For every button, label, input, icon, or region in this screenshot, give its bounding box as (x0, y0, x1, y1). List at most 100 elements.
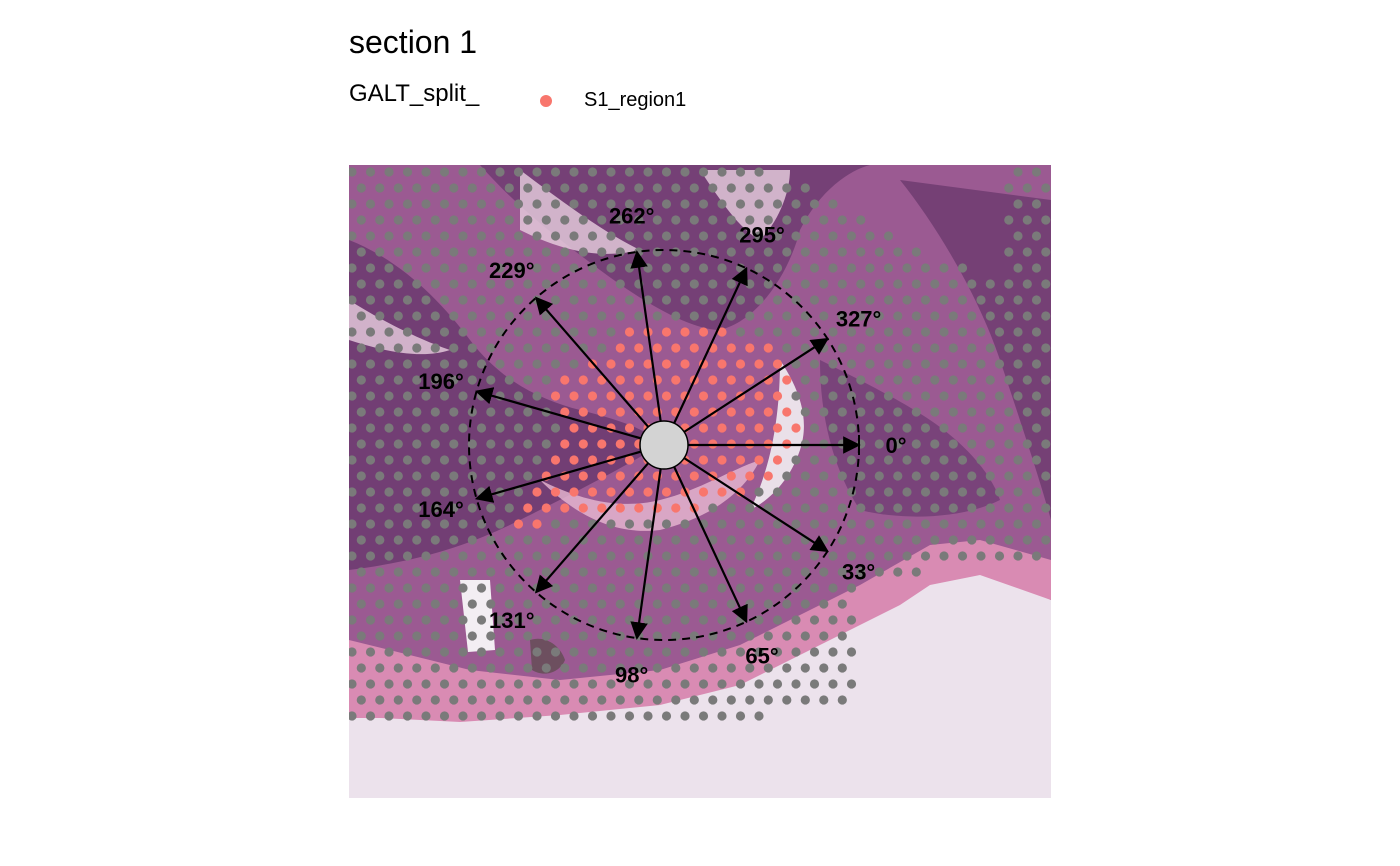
background-spot (402, 231, 413, 241)
highlighted-spot (624, 423, 635, 433)
background-spot (615, 247, 625, 257)
background-spot (476, 295, 487, 305)
highlighted-spot (698, 327, 709, 337)
background-spot (680, 711, 690, 721)
background-spot (550, 711, 561, 721)
background-spot (624, 199, 635, 209)
background-spot (550, 359, 561, 369)
background-spot (560, 311, 570, 321)
background-spot (930, 439, 940, 449)
highlighted-spot (569, 423, 579, 433)
background-spot (1004, 343, 1014, 353)
background-spot (726, 631, 736, 641)
background-spot (421, 327, 431, 337)
background-spot (726, 695, 736, 705)
background-spot (449, 599, 459, 609)
background-spot (726, 599, 736, 609)
background-spot (1041, 439, 1051, 449)
background-spot (976, 327, 986, 337)
background-spot (1013, 487, 1023, 497)
background-spot (698, 263, 709, 273)
background-spot (883, 391, 894, 401)
background-spot (393, 695, 403, 705)
background-spot (384, 615, 394, 625)
background-spot (439, 199, 450, 209)
background-spot (967, 535, 977, 545)
background-spot (809, 583, 820, 593)
background-spot (689, 599, 699, 609)
background-spot (1031, 359, 1042, 369)
background-spot (930, 407, 940, 417)
background-spot (349, 423, 357, 433)
highlighted-spot (745, 343, 755, 353)
background-spot (449, 183, 459, 193)
background-spot (726, 567, 736, 577)
highlighted-spot (560, 439, 570, 449)
highlighted-spot (615, 471, 625, 481)
background-spot (976, 295, 986, 305)
background-spot (624, 231, 635, 241)
background-spot (1022, 279, 1032, 289)
background-spot (698, 583, 709, 593)
background-spot (513, 231, 524, 241)
background-spot (902, 263, 912, 273)
background-spot (763, 663, 773, 673)
background-spot (726, 535, 736, 545)
background-spot (449, 247, 459, 257)
background-spot (541, 695, 551, 705)
background-spot (754, 167, 764, 177)
background-spot (393, 279, 403, 289)
background-spot (476, 167, 487, 177)
background-spot (819, 599, 829, 609)
background-spot (865, 327, 875, 337)
background-spot (624, 167, 635, 177)
background-spot (1022, 343, 1032, 353)
background-spot (763, 311, 773, 321)
background-spot (486, 439, 496, 449)
background-spot (708, 215, 718, 225)
background-spot (837, 663, 847, 673)
background-spot (652, 695, 662, 705)
background-spot (883, 519, 894, 529)
background-spot (643, 711, 653, 721)
background-spot (708, 183, 718, 193)
highlighted-spot (578, 439, 588, 449)
highlighted-spot (698, 423, 709, 433)
background-spot (606, 615, 616, 625)
background-spot (504, 247, 514, 257)
background-spot (957, 551, 968, 561)
background-spot (476, 711, 487, 721)
background-spot (486, 279, 496, 289)
background-spot (911, 247, 921, 257)
background-spot (652, 311, 662, 321)
background-spot (365, 551, 376, 561)
background-spot (634, 663, 644, 673)
background-spot (920, 391, 931, 401)
background-spot (828, 295, 838, 305)
background-spot (939, 327, 949, 337)
background-spot (661, 711, 672, 721)
angle-label-33: 33° (842, 559, 875, 584)
background-spot (439, 679, 450, 689)
background-spot (772, 231, 783, 241)
background-spot (467, 567, 477, 577)
background-spot (615, 279, 625, 289)
background-spot (504, 439, 514, 449)
background-spot (680, 583, 690, 593)
background-spot (513, 167, 524, 177)
highlighted-spot (643, 391, 653, 401)
background-spot (652, 599, 662, 609)
background-spot (893, 535, 903, 545)
background-spot (819, 631, 829, 641)
background-spot (504, 471, 514, 481)
background-spot (1041, 311, 1051, 321)
background-spot (976, 487, 986, 497)
background-spot (726, 247, 736, 257)
highlighted-spot (680, 359, 690, 369)
background-spot (643, 615, 653, 625)
background-spot (486, 407, 496, 417)
highlighted-spot (726, 375, 736, 385)
background-spot (726, 663, 736, 673)
background-spot (523, 215, 533, 225)
background-spot (680, 263, 690, 273)
